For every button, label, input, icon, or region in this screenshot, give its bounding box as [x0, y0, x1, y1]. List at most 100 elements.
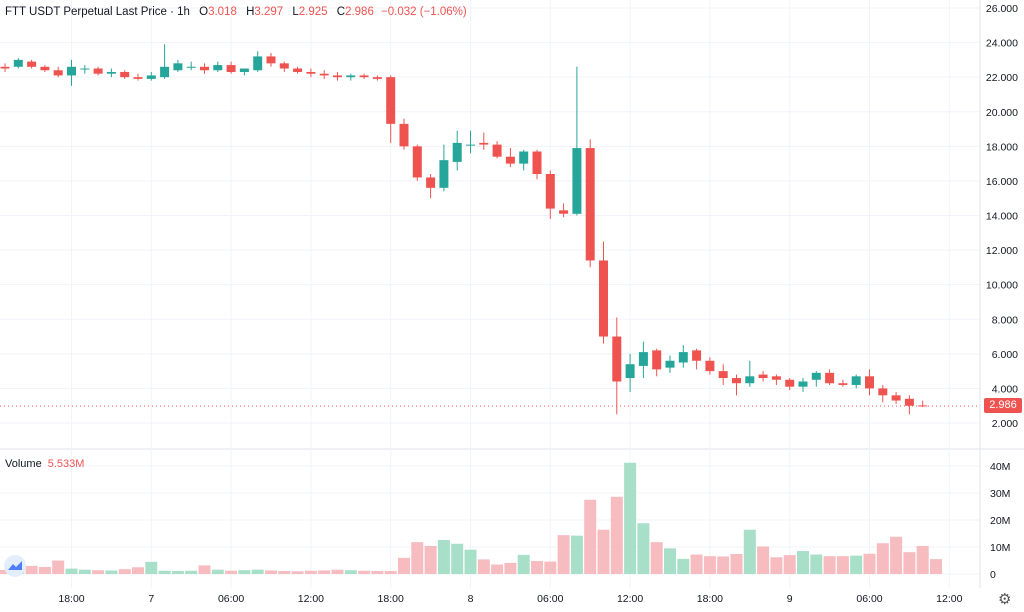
volume-bar: [318, 570, 331, 574]
volume-bar: [185, 570, 198, 574]
low-value: 2.925: [298, 6, 328, 18]
volume-legend: Volume 5.533M: [5, 458, 84, 470]
volume-bar: [278, 571, 291, 574]
volume-bar: [38, 566, 51, 574]
tradingview-logo-icon[interactable]: [4, 555, 26, 577]
volume-axis: 40M 30M 20M 10M 0: [990, 461, 1010, 581]
volume-bar: [863, 553, 876, 574]
candle-body: [160, 66, 170, 78]
candle-body: [226, 65, 236, 72]
volume-bar: [570, 535, 583, 574]
candle-body: [452, 142, 462, 162]
candle-body: [559, 210, 569, 214]
volume-bar: [797, 551, 809, 574]
volume-bar: [517, 554, 530, 574]
close-label: C: [336, 6, 346, 18]
candle-body: [505, 156, 515, 164]
price-tick-label: 22.000: [986, 72, 1018, 84]
price-tick-label: 6.000: [992, 349, 1018, 361]
candle-body: [13, 59, 23, 67]
candle-body: [359, 75, 369, 78]
volume-bar: [265, 570, 277, 574]
candle-body: [0, 66, 10, 69]
time-tick-label: 8: [468, 593, 474, 605]
candle-body: [266, 56, 276, 64]
volume-value: 5.533M: [47, 458, 85, 470]
time-tick-label: 12:00: [617, 593, 643, 605]
candle-body: [346, 75, 356, 78]
candle-body: [372, 77, 382, 79]
candle-body: [186, 66, 196, 68]
high-value: 3.297: [254, 6, 284, 18]
volume-bar: [464, 549, 477, 574]
volume-bar: [610, 496, 623, 574]
candle-body: [439, 160, 449, 188]
volume-bar: [823, 556, 836, 574]
candle-body: [599, 260, 608, 337]
candle-body: [519, 151, 529, 164]
volume-bar: [25, 565, 38, 574]
time-tick-label: 18:00: [697, 593, 723, 605]
candle-body: [732, 378, 741, 384]
volume-bar: [158, 570, 171, 574]
volume-bar: [411, 542, 424, 574]
time-axis[interactable]: 18:00 7 06:00 12:00 18:00 8 06:00 12:00 18:00 9 06…: [58, 593, 962, 605]
candle-body: [625, 364, 635, 379]
candle-body: [492, 144, 502, 157]
last-price-tag: 2.986: [984, 398, 1022, 414]
volume-bar: [890, 536, 903, 574]
candle-body: [585, 148, 595, 261]
candle-body: [878, 388, 888, 396]
volume-bar: [677, 558, 690, 574]
volume-tick-label: 0: [990, 569, 996, 581]
volume-bars: [0, 462, 942, 574]
volume-bar: [850, 555, 863, 574]
volume-bar: [557, 535, 570, 574]
volume-bar: [597, 529, 610, 574]
candle-body: [106, 71, 116, 74]
candle-body: [293, 68, 303, 72]
price-tick-label: 8.000: [992, 314, 1018, 326]
candle-body: [479, 142, 489, 145]
candle-body: [173, 63, 183, 71]
time-tick-label: 7: [148, 593, 154, 605]
gear-icon[interactable]: ⚙: [998, 591, 1012, 608]
high-label: H: [246, 6, 255, 18]
candle-body: [120, 71, 130, 78]
volume-bar: [876, 543, 889, 574]
close-value: 2.986: [345, 6, 374, 18]
candle-body: [27, 61, 37, 67]
volume-tick-label: 30M: [990, 488, 1010, 500]
price-axis[interactable]: 26.000 24.000 22.000 20.000 18.000 16.000 14.0…: [986, 3, 1018, 430]
volume-bar: [344, 570, 357, 574]
price-tick-label: 4.000: [992, 383, 1018, 395]
candle-body: [532, 151, 542, 174]
symbol-title: FTT USDT Perpetual Last Price · 1h: [5, 6, 190, 18]
volume-bar: [703, 556, 716, 574]
price-tick-label: 2.000: [992, 418, 1018, 430]
price-tick-label: 10.000: [986, 280, 1018, 292]
volume-bar: [810, 554, 823, 574]
candle-body: [904, 398, 914, 406]
volume-bar: [836, 556, 849, 574]
candle-body: [306, 71, 316, 74]
time-tick-label: 18:00: [58, 593, 84, 605]
candle-body: [386, 77, 396, 124]
volume-bar: [504, 562, 517, 574]
volume-bar: [491, 564, 504, 574]
candle-body: [399, 123, 409, 147]
candle-body: [838, 383, 848, 385]
price-tick-label: 24.000: [986, 38, 1018, 50]
candle-body: [692, 350, 702, 361]
price-tick-label: 26.000: [986, 3, 1018, 15]
volume-bar: [304, 570, 317, 574]
candle-body: [798, 381, 808, 387]
candle-body: [665, 360, 675, 368]
volume-bar: [624, 462, 637, 574]
volume-bar: [371, 571, 384, 574]
volume-bar: [105, 570, 118, 574]
volume-bar: [437, 539, 450, 574]
volume-bar: [770, 557, 783, 574]
volume-bar: [225, 570, 238, 574]
